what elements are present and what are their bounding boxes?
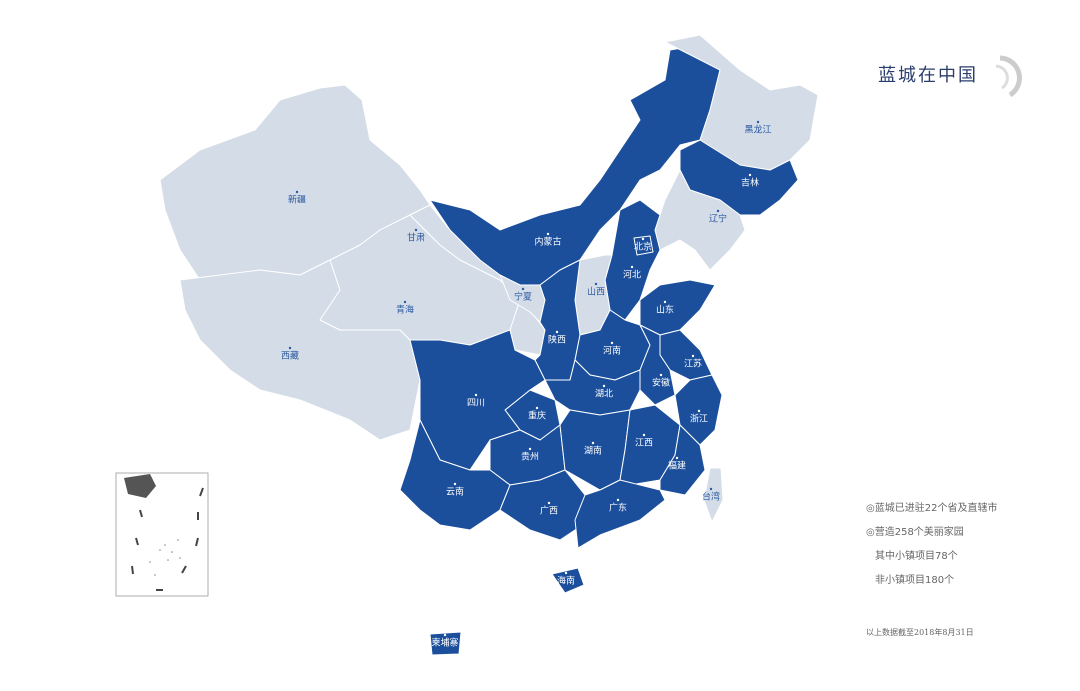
province-label: 山西 [587, 287, 605, 298]
capital-dot [630, 265, 634, 269]
capital-dot [675, 456, 679, 460]
province-label: 台湾 [702, 491, 720, 503]
note-line: 其中小镇项目78个 [875, 549, 958, 562]
title: 蓝城在中国 [878, 65, 978, 86]
capital-dot [610, 341, 614, 345]
inset-land [124, 474, 156, 498]
provinces [159, 34, 819, 656]
capital-dot [709, 487, 713, 491]
capital-dot [528, 447, 532, 451]
inset-islands [149, 539, 181, 576]
province-label: 青海 [396, 304, 414, 316]
capital-dot [414, 228, 418, 232]
note-line: ◎蓝城已进驻22个省及直辖市 [866, 501, 997, 514]
province-label: 西藏 [281, 350, 299, 362]
province [399, 419, 511, 531]
province-label: 湖北 [595, 389, 613, 400]
capital-dot [521, 287, 525, 291]
title-ornament [995, 64, 1009, 90]
province-label: 北京 [634, 241, 652, 253]
province-label: 湖南 [584, 445, 602, 457]
capital-dot [756, 120, 760, 124]
province-label: 宁夏 [514, 291, 532, 303]
province [429, 631, 462, 656]
capital-dot [288, 346, 292, 350]
title-ornament [999, 55, 1022, 98]
inset-dashes [131, 487, 204, 591]
province-label: 内蒙古 [534, 236, 561, 248]
capital-dot [443, 633, 447, 637]
capital-dot [748, 173, 752, 177]
province-label: 河北 [623, 269, 641, 281]
capital-dot [295, 190, 299, 194]
province-label: 山东 [656, 304, 674, 316]
capital-dot [641, 237, 645, 241]
province-label: 河南 [603, 345, 621, 357]
province [429, 44, 721, 286]
province-label: 吉林 [741, 177, 759, 189]
province-label: 甘肃 [407, 232, 425, 244]
capital-dot [594, 282, 598, 286]
capital-dot [602, 384, 606, 388]
province [703, 467, 724, 523]
notes: ◎蓝城已进驻22个省及直辖市 ◎营造258个美丽家园其中小镇项目78个非小镇项目1… [866, 501, 997, 586]
capital-dot [663, 300, 667, 304]
note-line: ◎营造258个美丽家园 [866, 525, 964, 538]
province-label: 四川 [467, 399, 485, 409]
capital-dot [474, 393, 478, 397]
capital-dot [591, 441, 595, 445]
province-label: 江西 [635, 438, 653, 449]
province [544, 359, 641, 416]
province-label: 广东 [609, 502, 627, 514]
province-label: 福建 [668, 460, 686, 472]
capital-dot [555, 330, 559, 334]
province [551, 567, 585, 594]
province-label: 重庆 [528, 410, 546, 422]
province-label: 广西 [540, 505, 558, 517]
province-label: 陕西 [548, 334, 566, 346]
province-label: 黑龙江 [744, 124, 771, 136]
province [633, 235, 654, 256]
province [659, 424, 706, 496]
footnote: 以上数据截至2018年8月31日 [866, 627, 974, 637]
capital-dot [453, 482, 457, 486]
capital-dot [546, 232, 550, 236]
capital-dot [616, 498, 620, 502]
capital-dot [659, 373, 663, 377]
capital-dot [535, 406, 539, 410]
capital-dot [403, 300, 407, 304]
province-label: 浙江 [690, 413, 708, 425]
province-label: 江苏 [684, 358, 702, 370]
capital-dot [564, 571, 568, 575]
capital-dot [691, 354, 695, 358]
province-label: 贵州 [521, 451, 539, 463]
capital-dot [697, 409, 701, 413]
province [639, 279, 716, 336]
province-label: 安徽 [652, 377, 670, 389]
note-line: 非小镇项目180个 [875, 573, 954, 586]
province-label: 海南 [557, 575, 575, 587]
capital-dot [642, 433, 646, 437]
capital-dot [716, 209, 720, 213]
province [639, 324, 676, 406]
capital-dot [547, 501, 551, 505]
province [574, 479, 666, 549]
province-label: 新疆 [288, 194, 306, 206]
province-label: 柬埔寨 [431, 637, 458, 649]
province-label: 辽宁 [709, 213, 727, 225]
province-label: 云南 [446, 486, 464, 498]
